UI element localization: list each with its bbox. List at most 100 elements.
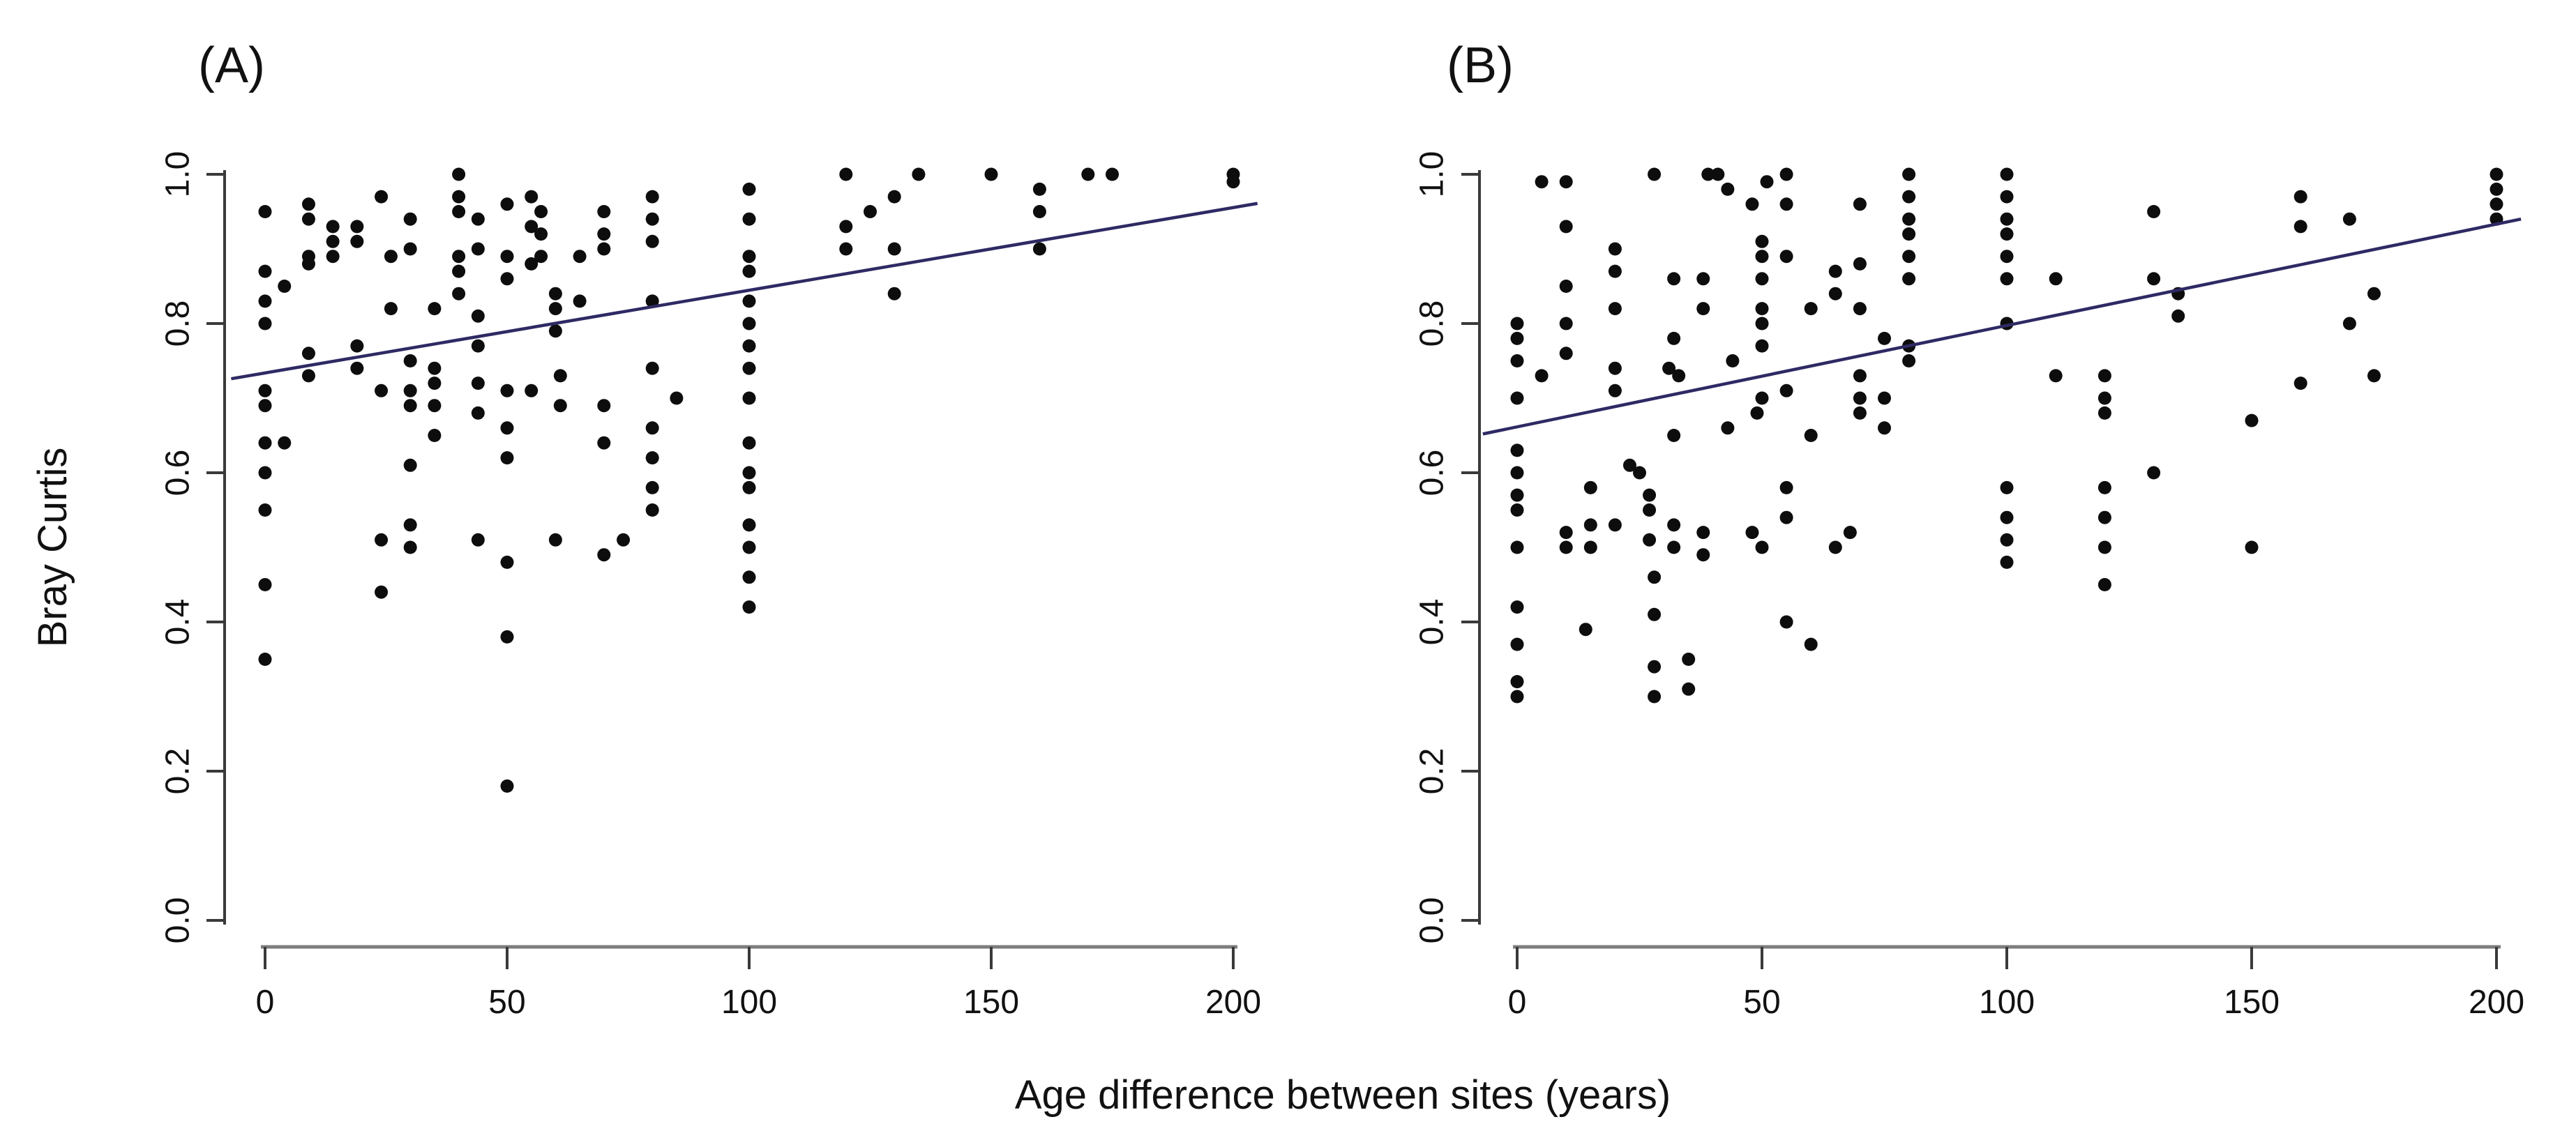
data-point (2097, 406, 2111, 420)
data-point (617, 533, 631, 547)
data-point (2342, 317, 2356, 331)
data-point (742, 480, 756, 494)
data-point (1804, 429, 1818, 442)
data-point (553, 369, 567, 383)
data-point (1559, 220, 1573, 234)
data-point (1853, 369, 1867, 383)
data-point (1608, 361, 1622, 375)
data-point (2490, 167, 2503, 181)
data-point (1779, 383, 1793, 397)
data-point (1721, 421, 1735, 435)
data-point (2000, 167, 2014, 181)
data-point (471, 533, 485, 547)
data-point (350, 339, 364, 353)
data-point (403, 212, 417, 226)
data-point (1633, 466, 1646, 480)
data-point (645, 503, 659, 517)
data-point (1510, 488, 1524, 502)
data-point (403, 399, 417, 413)
data-point (350, 220, 364, 234)
y-tick-label: 0.2 (160, 748, 197, 795)
data-point (839, 220, 853, 234)
data-point (1902, 212, 1916, 226)
data-point (742, 466, 756, 480)
data-point (1648, 570, 1662, 584)
data-point (1779, 250, 1793, 264)
data-point (1779, 480, 1793, 494)
data-point (525, 383, 538, 397)
data-point (742, 317, 756, 331)
data-point (403, 458, 417, 472)
data-point (1750, 406, 1764, 420)
regression-line (231, 202, 1258, 381)
data-point (403, 518, 417, 532)
data-point (573, 294, 587, 308)
data-point (548, 324, 562, 338)
data-point (428, 399, 442, 413)
data-point (1559, 175, 1573, 189)
data-point (428, 429, 442, 442)
data-point (258, 264, 272, 278)
data-point (2049, 272, 2063, 286)
x-tick-label: 100 (1979, 984, 2035, 1021)
data-point (645, 294, 659, 308)
data-point (1878, 421, 1891, 435)
y-tick-label: 0.6 (160, 450, 197, 496)
x-tick-label: 0 (1508, 984, 1527, 1021)
data-point (645, 480, 659, 494)
data-point (1559, 280, 1573, 293)
data-point (2490, 197, 2503, 211)
data-point (1878, 391, 1891, 405)
data-point (326, 234, 340, 248)
data-point (1579, 623, 1592, 637)
data-point (1608, 518, 1622, 532)
y-axis-label: Bray Curtis (30, 448, 75, 648)
data-point (301, 257, 315, 271)
data-point (500, 555, 514, 569)
data-point (1696, 548, 1710, 562)
data-point (258, 383, 272, 397)
data-point (1643, 488, 1657, 502)
data-point (1032, 182, 1046, 196)
data-point (500, 451, 514, 465)
data-point (864, 205, 877, 218)
data-point (887, 242, 901, 256)
data-point (1779, 510, 1793, 524)
data-point (1721, 182, 1735, 196)
data-point (1622, 458, 1636, 472)
data-point (2245, 540, 2259, 554)
data-point (1535, 175, 1549, 189)
data-point (2000, 480, 2014, 494)
data-point (2097, 391, 2111, 405)
data-point (301, 212, 315, 226)
data-point (1648, 660, 1662, 674)
data-point (1726, 354, 1740, 367)
data-point (645, 421, 659, 435)
data-point (2000, 190, 2014, 204)
y-tick-label: 0.6 (1414, 450, 1451, 496)
x-tick-label: 100 (721, 984, 777, 1021)
data-point (1510, 675, 1524, 689)
data-point (1510, 600, 1524, 614)
data-point (1662, 361, 1676, 375)
data-point (1779, 615, 1793, 629)
data-point (742, 361, 756, 375)
data-point (1608, 302, 1622, 316)
data-point (573, 250, 587, 264)
data-point (2245, 413, 2259, 427)
data-point (500, 779, 514, 793)
data-point (1510, 331, 1524, 345)
data-point (1510, 317, 1524, 331)
data-point (500, 272, 514, 286)
data-point (1853, 257, 1867, 271)
data-point (2171, 309, 2185, 323)
data-point (2097, 480, 2111, 494)
data-point (534, 205, 548, 218)
y-tick-label: 1.0 (1414, 151, 1451, 198)
data-point (2367, 369, 2381, 383)
y-tick-label: 0.8 (160, 301, 197, 347)
x-tick-label: 150 (963, 984, 1019, 1021)
data-point (326, 250, 340, 264)
data-point (1583, 518, 1597, 532)
data-point (1696, 302, 1710, 316)
